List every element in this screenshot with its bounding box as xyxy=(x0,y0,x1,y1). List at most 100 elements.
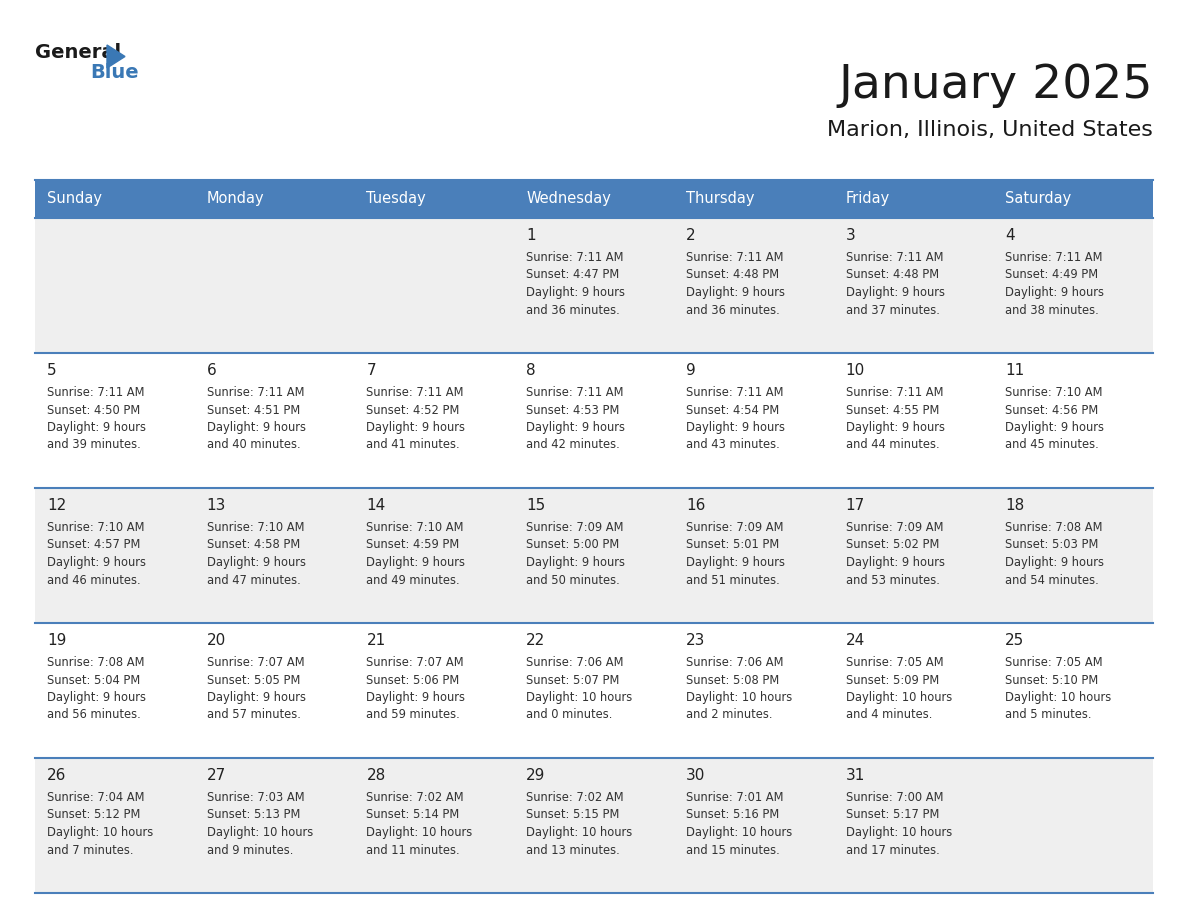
Text: Sunset: 5:13 PM: Sunset: 5:13 PM xyxy=(207,809,301,822)
Text: 6: 6 xyxy=(207,363,216,378)
Text: General: General xyxy=(34,43,121,62)
Text: Thursday: Thursday xyxy=(685,192,754,207)
Text: Wednesday: Wednesday xyxy=(526,192,611,207)
Text: Sunrise: 7:11 AM: Sunrise: 7:11 AM xyxy=(207,386,304,399)
Text: 5: 5 xyxy=(48,363,57,378)
Bar xyxy=(34,353,1154,488)
Text: Daylight: 9 hours: Daylight: 9 hours xyxy=(685,286,785,299)
Bar xyxy=(674,180,834,218)
Text: Sunset: 5:08 PM: Sunset: 5:08 PM xyxy=(685,674,779,687)
Bar xyxy=(34,488,1154,623)
Text: and 13 minutes.: and 13 minutes. xyxy=(526,844,620,856)
Text: and 7 minutes.: and 7 minutes. xyxy=(48,844,133,856)
Text: Sunset: 4:50 PM: Sunset: 4:50 PM xyxy=(48,404,140,417)
Text: Daylight: 9 hours: Daylight: 9 hours xyxy=(685,421,785,434)
Text: 14: 14 xyxy=(366,498,386,513)
Text: Daylight: 10 hours: Daylight: 10 hours xyxy=(1005,691,1112,704)
Text: Sunset: 5:12 PM: Sunset: 5:12 PM xyxy=(48,809,140,822)
Text: 8: 8 xyxy=(526,363,536,378)
Text: Tuesday: Tuesday xyxy=(366,192,426,207)
Text: 1: 1 xyxy=(526,228,536,243)
Text: Daylight: 9 hours: Daylight: 9 hours xyxy=(846,556,944,569)
Text: 17: 17 xyxy=(846,498,865,513)
Text: and 15 minutes.: and 15 minutes. xyxy=(685,844,779,856)
Text: Daylight: 9 hours: Daylight: 9 hours xyxy=(846,421,944,434)
Text: 28: 28 xyxy=(366,768,386,783)
Text: Sunset: 5:10 PM: Sunset: 5:10 PM xyxy=(1005,674,1099,687)
Text: and 40 minutes.: and 40 minutes. xyxy=(207,439,301,452)
Text: Sunrise: 7:10 AM: Sunrise: 7:10 AM xyxy=(48,521,145,534)
Text: Sunrise: 7:09 AM: Sunrise: 7:09 AM xyxy=(846,521,943,534)
Text: Marion, Illinois, United States: Marion, Illinois, United States xyxy=(827,120,1154,140)
Text: Sunrise: 7:11 AM: Sunrise: 7:11 AM xyxy=(526,251,624,264)
Text: Sunset: 4:48 PM: Sunset: 4:48 PM xyxy=(685,268,779,282)
Text: Sunset: 5:00 PM: Sunset: 5:00 PM xyxy=(526,539,619,552)
Text: 19: 19 xyxy=(48,633,67,648)
Text: Sunset: 5:03 PM: Sunset: 5:03 PM xyxy=(1005,539,1099,552)
Text: Sunrise: 7:11 AM: Sunrise: 7:11 AM xyxy=(366,386,465,399)
Text: 25: 25 xyxy=(1005,633,1024,648)
Text: Sunset: 4:55 PM: Sunset: 4:55 PM xyxy=(846,404,939,417)
Text: and 46 minutes.: and 46 minutes. xyxy=(48,574,140,587)
Text: Daylight: 9 hours: Daylight: 9 hours xyxy=(207,556,305,569)
Text: Sunset: 4:58 PM: Sunset: 4:58 PM xyxy=(207,539,299,552)
Text: Daylight: 10 hours: Daylight: 10 hours xyxy=(207,826,312,839)
Text: 20: 20 xyxy=(207,633,226,648)
Bar xyxy=(195,180,354,218)
Text: Sunrise: 7:10 AM: Sunrise: 7:10 AM xyxy=(1005,386,1102,399)
Text: Sunrise: 7:05 AM: Sunrise: 7:05 AM xyxy=(1005,656,1102,669)
Text: Saturday: Saturday xyxy=(1005,192,1072,207)
Bar xyxy=(354,180,514,218)
Text: and 39 minutes.: and 39 minutes. xyxy=(48,439,140,452)
Text: Daylight: 9 hours: Daylight: 9 hours xyxy=(1005,286,1105,299)
Text: Sunrise: 7:11 AM: Sunrise: 7:11 AM xyxy=(1005,251,1102,264)
Text: 27: 27 xyxy=(207,768,226,783)
Text: Daylight: 9 hours: Daylight: 9 hours xyxy=(207,421,305,434)
Text: and 36 minutes.: and 36 minutes. xyxy=(685,304,779,317)
Text: Sunrise: 7:07 AM: Sunrise: 7:07 AM xyxy=(366,656,465,669)
Text: Sunset: 4:53 PM: Sunset: 4:53 PM xyxy=(526,404,619,417)
Text: 23: 23 xyxy=(685,633,706,648)
Text: Sunset: 5:04 PM: Sunset: 5:04 PM xyxy=(48,674,140,687)
Bar xyxy=(34,218,1154,353)
Text: and 50 minutes.: and 50 minutes. xyxy=(526,574,620,587)
Text: and 47 minutes.: and 47 minutes. xyxy=(207,574,301,587)
Text: Sunrise: 7:05 AM: Sunrise: 7:05 AM xyxy=(846,656,943,669)
Text: and 49 minutes.: and 49 minutes. xyxy=(366,574,460,587)
Text: Daylight: 9 hours: Daylight: 9 hours xyxy=(366,556,466,569)
Text: 3: 3 xyxy=(846,228,855,243)
Text: and 56 minutes.: and 56 minutes. xyxy=(48,709,140,722)
Text: Sunset: 4:57 PM: Sunset: 4:57 PM xyxy=(48,539,140,552)
Text: and 5 minutes.: and 5 minutes. xyxy=(1005,709,1092,722)
Text: Daylight: 9 hours: Daylight: 9 hours xyxy=(1005,556,1105,569)
Text: and 4 minutes.: and 4 minutes. xyxy=(846,709,931,722)
Text: Sunset: 4:59 PM: Sunset: 4:59 PM xyxy=(366,539,460,552)
Text: Sunset: 4:56 PM: Sunset: 4:56 PM xyxy=(1005,404,1099,417)
Text: and 9 minutes.: and 9 minutes. xyxy=(207,844,293,856)
Text: Sunset: 5:01 PM: Sunset: 5:01 PM xyxy=(685,539,779,552)
Text: Daylight: 9 hours: Daylight: 9 hours xyxy=(846,286,944,299)
Text: Daylight: 10 hours: Daylight: 10 hours xyxy=(526,691,632,704)
Bar xyxy=(34,180,195,218)
Text: Sunset: 4:47 PM: Sunset: 4:47 PM xyxy=(526,268,619,282)
Text: Daylight: 9 hours: Daylight: 9 hours xyxy=(366,421,466,434)
Text: Daylight: 10 hours: Daylight: 10 hours xyxy=(366,826,473,839)
Text: 31: 31 xyxy=(846,768,865,783)
Text: Sunset: 4:48 PM: Sunset: 4:48 PM xyxy=(846,268,939,282)
Text: and 54 minutes.: and 54 minutes. xyxy=(1005,574,1099,587)
Bar xyxy=(34,758,1154,893)
Text: Daylight: 9 hours: Daylight: 9 hours xyxy=(685,556,785,569)
Text: 30: 30 xyxy=(685,768,706,783)
Text: Sunrise: 7:06 AM: Sunrise: 7:06 AM xyxy=(685,656,783,669)
Bar xyxy=(34,623,1154,758)
Text: Sunrise: 7:10 AM: Sunrise: 7:10 AM xyxy=(366,521,465,534)
Text: Sunrise: 7:06 AM: Sunrise: 7:06 AM xyxy=(526,656,624,669)
Text: Sunday: Sunday xyxy=(48,192,102,207)
Text: 13: 13 xyxy=(207,498,226,513)
Text: and 42 minutes.: and 42 minutes. xyxy=(526,439,620,452)
Text: and 11 minutes.: and 11 minutes. xyxy=(366,844,460,856)
Text: and 51 minutes.: and 51 minutes. xyxy=(685,574,779,587)
Text: and 0 minutes.: and 0 minutes. xyxy=(526,709,613,722)
Text: Sunrise: 7:11 AM: Sunrise: 7:11 AM xyxy=(48,386,145,399)
Text: Sunset: 5:15 PM: Sunset: 5:15 PM xyxy=(526,809,619,822)
